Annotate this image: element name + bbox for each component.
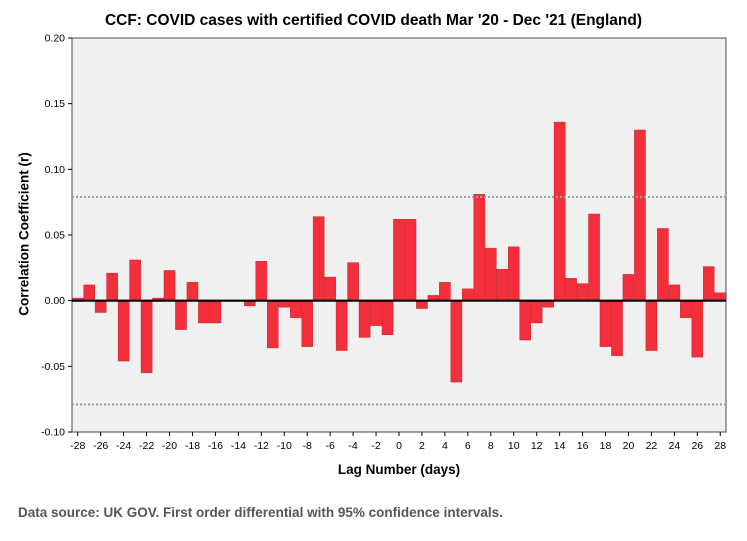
bar-lag-11 [519, 300, 531, 341]
y-tick-label: 0.15 [45, 98, 66, 110]
bar-lag-1 [404, 219, 417, 301]
y-tick-label: 0.05 [45, 230, 66, 242]
bar-lag-17 [588, 213, 600, 301]
bar-lag-23 [657, 228, 669, 301]
x-tick-label: 18 [600, 440, 612, 452]
bar-lag-9 [496, 268, 509, 301]
bar-lag-19 [611, 300, 623, 357]
x-tick-label: 0 [396, 440, 402, 452]
x-tick-label: -28 [70, 440, 85, 452]
bar-lag--3 [358, 300, 371, 338]
bar-lag--4 [347, 262, 359, 301]
bar-lag--24 [117, 300, 130, 362]
bar-lag-21 [634, 129, 646, 301]
y-tick-label: 0.10 [45, 164, 66, 176]
bar-lag-28 [714, 292, 727, 301]
x-tick-label: 12 [531, 440, 543, 452]
bar-lag--18 [186, 282, 199, 301]
bar-lag-10 [507, 246, 520, 301]
bar-lag--8 [301, 300, 313, 347]
x-tick-label: -8 [303, 440, 312, 452]
x-tick-label: -24 [116, 440, 131, 452]
y-axis-label: Correlation Coefficient (r) [16, 152, 32, 316]
bar-lag--7 [312, 216, 325, 301]
x-tick-label: -6 [325, 440, 334, 452]
x-tick-label: 24 [669, 440, 681, 452]
x-tick-label: 14 [554, 440, 566, 452]
x-tick-label: 4 [442, 440, 448, 452]
bar-lag--5 [335, 300, 348, 351]
bar-lag-14 [553, 121, 566, 301]
bar-lag-20 [622, 274, 635, 301]
bar-lag-27 [703, 266, 715, 301]
x-axis-label: Lag Number (days) [337, 462, 461, 477]
bar-lag--12 [255, 261, 268, 301]
x-tick-label: 20 [623, 440, 635, 452]
bar-lag-7 [473, 194, 486, 301]
bar-lag-18 [599, 300, 612, 347]
bar-lag-6 [462, 288, 474, 301]
x-tick-label: -20 [162, 440, 177, 452]
x-tick-label: -12 [254, 440, 269, 452]
x-tick-label: -2 [371, 440, 380, 452]
confidence-lines [72, 195, 726, 406]
bar-lag--17 [198, 300, 210, 324]
bar-lag--6 [324, 276, 336, 301]
bar-lag--9 [289, 300, 302, 318]
y-tick-label: 0.20 [45, 33, 66, 45]
bar-lag--16 [209, 300, 222, 324]
x-tick-label: 22 [646, 440, 658, 452]
bar-lag--22 [140, 300, 153, 374]
y-tick-label: -0.05 [41, 361, 65, 373]
bar-lag-15 [565, 278, 577, 301]
x-tick-label: 28 [714, 440, 726, 452]
bar-lag-2 [416, 300, 428, 309]
bar-lag--20 [163, 270, 176, 301]
axes-group: -0.10-0.050.000.050.100.150.20-28 -26 -24-… [41, 33, 726, 453]
bar-lag-26 [691, 300, 704, 358]
bars-group [71, 121, 727, 383]
x-tick-label: -16 [208, 440, 223, 452]
x-tick-label: 26 [691, 440, 703, 452]
x-tick-label: -22 [139, 440, 154, 452]
bar-lag--25 [106, 272, 118, 301]
bar-lag--19 [175, 300, 187, 330]
bar-lag-5 [450, 300, 463, 383]
y-tick-label: 0.00 [45, 295, 66, 307]
x-tick-label: -26 [93, 440, 108, 452]
bar-lag-4 [439, 282, 451, 301]
x-tick-label: 16 [577, 440, 589, 452]
bar-lag--2 [370, 300, 382, 326]
y-tick-label: -0.10 [41, 427, 65, 439]
bar-lag--27 [83, 284, 95, 301]
data-source-note: Data source: UK GOV. First order differe… [18, 505, 503, 520]
x-tick-label: 10 [508, 440, 520, 452]
x-tick-label: 2 [419, 440, 425, 452]
x-tick-label: 6 [465, 440, 471, 452]
bar-lag--26 [94, 300, 107, 313]
bar-lag-12 [530, 300, 543, 324]
bar-lag-25 [680, 300, 692, 318]
x-tick-label: -10 [277, 440, 292, 452]
bar-lag-16 [576, 283, 589, 301]
bar-lag--23 [129, 259, 141, 301]
x-tick-label: -14 [231, 440, 246, 452]
x-tick-label: -4 [348, 440, 357, 452]
bar-lag-0 [393, 219, 405, 301]
bar-lag--11 [267, 300, 279, 349]
bar-lag--1 [381, 300, 394, 336]
x-tick-label: -18 [185, 440, 200, 452]
bar-lag-24 [668, 284, 681, 301]
bar-lag-8 [485, 247, 497, 301]
chart-title: CCF: COVID cases with certified COVID de… [104, 12, 643, 29]
bar-lag-22 [645, 300, 658, 351]
x-tick-label: 8 [488, 440, 494, 452]
